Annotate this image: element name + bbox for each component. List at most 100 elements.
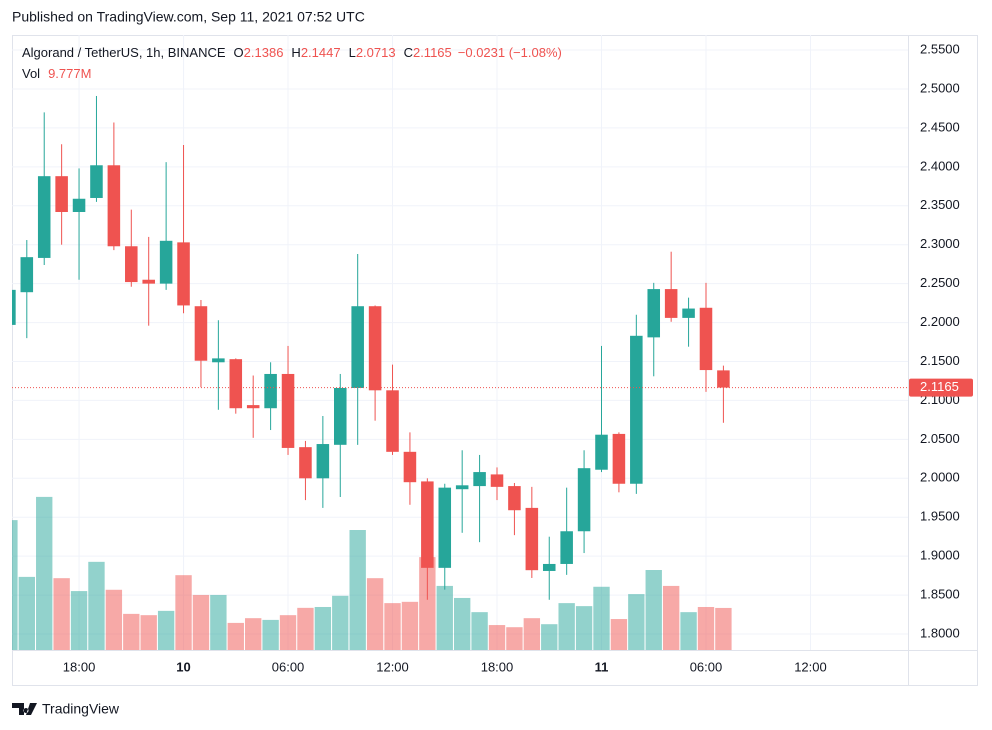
volume-bar (18, 576, 35, 650)
volume-bar (471, 612, 488, 650)
volume-bar (558, 603, 575, 650)
volume-bar (12, 520, 18, 650)
candle-body (194, 306, 208, 361)
volume-bar (279, 615, 297, 650)
last-price-label: 2.1165 (920, 379, 959, 394)
y-tick-label: 2.4500 (920, 119, 960, 134)
candle-body (334, 387, 347, 445)
y-tick-label: 2.3500 (920, 197, 960, 212)
candle-body (246, 405, 260, 409)
volume-bar (575, 606, 593, 650)
candle-body (37, 176, 51, 258)
y-tick-label: 1.9000 (920, 548, 960, 563)
candle-body (316, 444, 330, 479)
chart-header: Algorand / TetherUS, 1h, BINANCE O2.1386 H… (22, 45, 562, 60)
candle-body (455, 485, 469, 490)
candle-body (717, 370, 730, 388)
volume-bar (332, 595, 349, 650)
volume-bar (593, 586, 610, 650)
published-note: Published on TradingView.com, Sep 11, 20… (12, 9, 365, 25)
volume-bar (105, 589, 123, 650)
candle-body (368, 306, 382, 391)
candle-body (664, 289, 678, 318)
y-tick-label: 2.4000 (920, 158, 960, 173)
candle-body (177, 242, 190, 306)
volume-bar (123, 613, 140, 650)
volume-bar (401, 601, 419, 650)
volume-bar (262, 619, 279, 650)
volume-bar (88, 561, 105, 650)
candle-body (107, 165, 121, 247)
candle-body (403, 451, 417, 483)
candle-body (351, 306, 364, 388)
header-text: O (234, 45, 244, 60)
header-text: H (291, 45, 300, 60)
candle-body (125, 246, 138, 283)
candle-body (699, 307, 713, 371)
volume-bar (314, 606, 332, 650)
y-tick-label: 1.8500 (920, 587, 960, 602)
candle-body (577, 468, 591, 532)
candle-body (542, 563, 556, 571)
volume-bar (245, 618, 262, 650)
axes: 1.80001.85001.90001.95002.00002.05002.10… (63, 41, 960, 674)
candle-body (438, 487, 452, 568)
y-tick-label: 2.1500 (920, 353, 960, 368)
volume-header: Vol 9.777M (22, 66, 91, 81)
volume-bar (453, 597, 471, 650)
y-tick-label: 2.2000 (920, 314, 960, 329)
volume-bar (628, 594, 645, 650)
x-tick-label: 06:00 (690, 659, 723, 674)
volume-bar (175, 575, 192, 650)
header-text: −0.0231 (−1.08%) (458, 45, 562, 60)
volume-bar (349, 530, 366, 650)
candle-body (647, 289, 661, 338)
y-tick-label: 2.0000 (920, 470, 960, 485)
volume-bar (36, 496, 53, 650)
header-text: 2.1447 (301, 45, 341, 60)
x-tick-label: 11 (595, 659, 609, 674)
x-tick-label: 18:00 (481, 659, 514, 674)
header-text: C (404, 45, 413, 60)
y-tick-label: 1.8000 (920, 625, 960, 640)
candle-body (264, 373, 277, 409)
volume-bar (715, 607, 732, 650)
x-tick-label: 06:00 (272, 659, 305, 674)
volume-bar (70, 591, 88, 650)
chart-frame (12, 35, 978, 686)
candle-body (159, 240, 173, 284)
volume-pane (12, 496, 732, 650)
y-tick-label: 2.0500 (920, 431, 960, 446)
candle-body (508, 486, 521, 511)
volume-bar (384, 603, 401, 650)
volume-bar (697, 606, 715, 650)
candle-body (612, 433, 626, 484)
volume-bar (140, 615, 157, 650)
volume-bar (210, 594, 227, 650)
x-tick-label: 18:00 (63, 659, 96, 674)
candle-body (299, 447, 312, 479)
candle-body (630, 335, 643, 484)
candle-body (595, 434, 608, 470)
candle-body (560, 531, 573, 564)
volume-bar (192, 594, 210, 650)
logo: TradingView (12, 701, 120, 717)
volume-bar (53, 578, 70, 650)
volume-bar (227, 622, 244, 650)
candle-body (525, 507, 539, 571)
x-tick-label: 12:00 (794, 659, 827, 674)
candle-body (72, 198, 86, 212)
y-tick-label: 2.2500 (920, 275, 960, 290)
candle-body (20, 257, 34, 293)
candle-body (55, 176, 68, 212)
volume-bar (680, 612, 697, 650)
candle-body (212, 358, 225, 363)
candle-body (421, 481, 434, 568)
header-text: 9.777M (48, 66, 91, 81)
x-tick-label: 10 (176, 659, 190, 674)
candle-body (490, 474, 504, 487)
header-text: 2.0713 (356, 45, 396, 60)
candle-body (473, 472, 486, 487)
logo-icon (12, 703, 37, 715)
volume-bar (366, 578, 384, 650)
